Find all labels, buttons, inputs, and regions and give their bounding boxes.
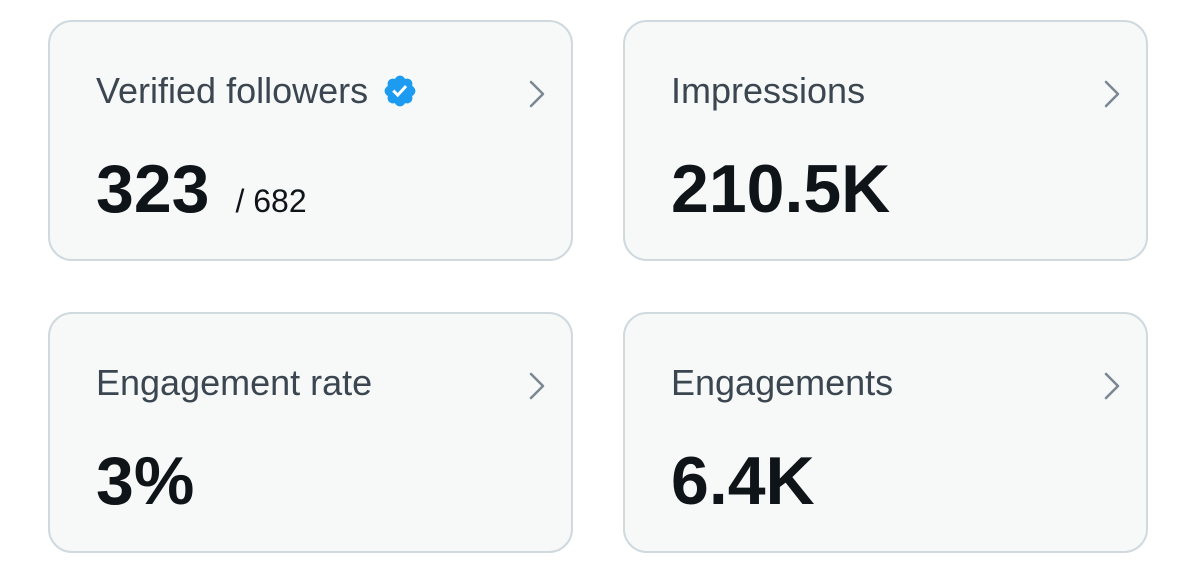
stat-label-row: Engagements (671, 362, 893, 404)
stat-value: 6.4K (671, 443, 815, 519)
verified-badge (384, 75, 416, 107)
stat-value: 210.5K (671, 151, 891, 227)
stat-value: 3% (96, 443, 195, 519)
stat-card[interactable]: Impressions 210.5K (623, 20, 1148, 261)
stat-value-row: 210.5K (671, 150, 890, 228)
chevron (529, 80, 545, 108)
chevron (1104, 372, 1120, 400)
stat-card[interactable]: Engagements 6.4K (623, 312, 1148, 553)
stat-card[interactable]: Engagement rate 3% (48, 312, 573, 553)
stat-value: 323 (96, 151, 210, 227)
stat-value-row: 323 / 682 (96, 150, 307, 228)
stat-label: Engagement rate (96, 362, 373, 403)
stat-label: Impressions (671, 70, 866, 111)
chevron (529, 372, 545, 400)
stat-label: Verified followers (96, 70, 369, 111)
stat-card[interactable]: Verified followers 323 / 682 (48, 20, 573, 261)
stat-label: Engagements (671, 362, 894, 403)
stat-label-row: Impressions (671, 70, 865, 112)
stat-label-row: Verified followers (96, 70, 418, 112)
stat-total: / 682 (235, 183, 307, 219)
stat-label-row: Engagement rate (96, 362, 372, 404)
stat-value-row: 6.4K (671, 442, 815, 520)
stat-value-row: 3% (96, 442, 194, 520)
chevron (1104, 80, 1120, 108)
